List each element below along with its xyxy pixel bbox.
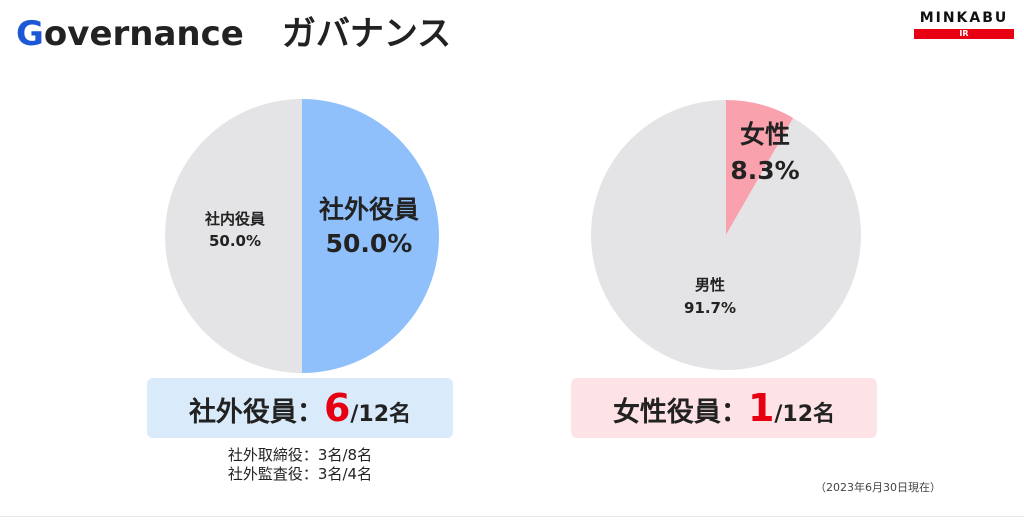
pie-chart-gender <box>591 100 861 370</box>
summary-outside-total: /12名 <box>350 402 412 427</box>
title-japanese: ガバナンス <box>281 14 452 54</box>
slice-label-outside-name: 社外役員 <box>318 195 419 224</box>
slice-label-inside-name: 社内役員 <box>204 210 265 228</box>
as-of-date: （2023年6月30日現在） <box>815 481 941 494</box>
summary-outside-directors: 社外役員：6/12名 <box>147 378 453 438</box>
slice-label-female: 女性 8.3% <box>705 117 825 189</box>
slice-label-inside-value: 50.0% <box>208 232 262 250</box>
summary-female-total: /12名 <box>774 402 836 427</box>
slice-label-inside: 社内役員 50.0% <box>180 208 290 252</box>
summary-outside-label: 社外役員： <box>188 397 324 428</box>
slice-label-male: 男性 91.7% <box>660 274 760 320</box>
summary-outside-count: 6 <box>323 386 351 430</box>
slice-label-outside-value: 50.0% <box>325 229 413 258</box>
note-outside-board: 社外取締役：3名/8名 <box>227 446 373 464</box>
summary-female-directors: 女性役員：1/12名 <box>571 378 877 438</box>
summary-female-count: 1 <box>747 386 775 430</box>
pie-slice-male <box>591 100 861 370</box>
pie-slice-female <box>726 100 794 235</box>
brand-logo: MINKABU IR <box>914 10 1014 39</box>
slice-label-female-value: 8.3% <box>730 156 800 185</box>
note-outside-auditors: 社外監査役：3名/4名 <box>227 465 373 483</box>
brand-name: MINKABU <box>919 10 1009 26</box>
pie-chart-outside-directors <box>165 99 439 373</box>
slice-label-female-name: 女性 <box>739 120 790 149</box>
outside-directors-breakdown: 社外取締役：3名/8名 社外監査役：3名/4名 <box>190 446 410 484</box>
brand-ir-bar: IR <box>914 29 1014 39</box>
page-title: Governance ガバナンス <box>16 6 451 55</box>
pie-slice-inside <box>165 99 302 373</box>
pie-slice-outside <box>302 99 439 373</box>
bottom-divider <box>0 516 1024 517</box>
summary-female-label: 女性役員： <box>612 397 748 428</box>
slice-label-male-value: 91.7% <box>683 299 737 317</box>
title-initial: G <box>16 14 44 54</box>
slice-label-outside: 社外役員 50.0% <box>302 193 436 261</box>
slice-label-male-name: 男性 <box>694 276 725 294</box>
title-rest: overnance <box>43 14 244 54</box>
